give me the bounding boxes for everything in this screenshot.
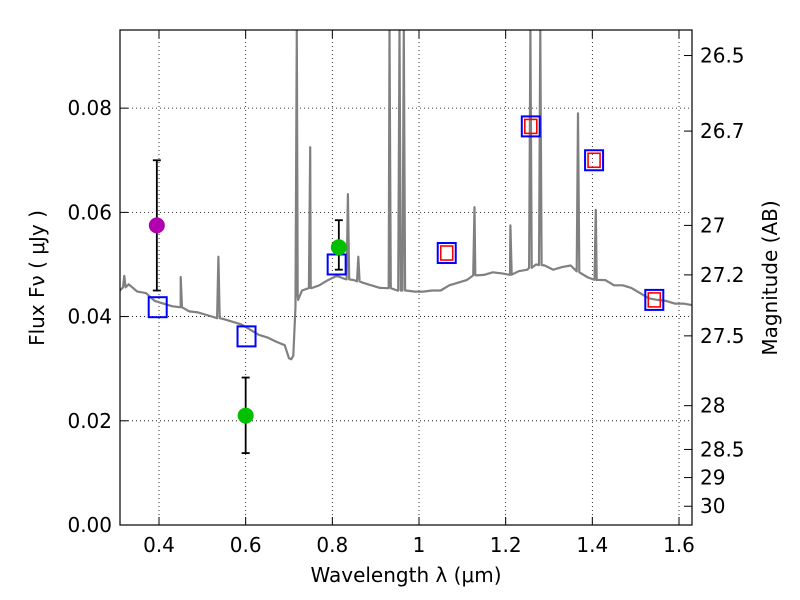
blue-square-marker	[436, 242, 457, 265]
blue-square-marker	[520, 115, 541, 138]
y-tick-label: 0.06	[67, 200, 112, 224]
spectrum-layer	[120, 30, 692, 361]
magnitude-tick-label: 26.5	[700, 44, 745, 68]
y-tick-label: 0.08	[67, 96, 112, 120]
x-tick-label: 1.4	[576, 533, 608, 557]
blue-square-marker	[147, 296, 168, 319]
spectrum-line	[120, 30, 692, 361]
plot-frame	[119, 29, 693, 526]
marker-layer	[147, 115, 665, 454]
magnitude-tick-label: 27.5	[700, 324, 745, 348]
magnitude-tick-label: 28.5	[700, 437, 745, 461]
y-tick-label: 0.02	[67, 409, 112, 433]
x-tick-label: 0.8	[316, 533, 348, 557]
red-square-marker	[587, 152, 601, 169]
magnitude-tick-label: 28	[700, 394, 725, 418]
blue-square-marker	[644, 288, 665, 311]
tick-layer: 0.4 0.6 0.8 1 1.2 1.4 1.6 0.00 0.02 0.04 0.06 0.08 2…	[67, 30, 745, 557]
x-tick-label: 1.2	[490, 533, 522, 557]
magnitude-tick-label: 27	[700, 213, 725, 237]
y-tick-label: 0.00	[67, 513, 112, 537]
blue-square-marker	[236, 325, 257, 348]
green-point-0.6	[237, 407, 254, 424]
green-point-0.81	[330, 239, 347, 256]
x-tick-label: 0.6	[230, 533, 262, 557]
y-axis-label-right: Magnitude (AB)	[758, 200, 782, 355]
y-tick-label: 0.04	[67, 305, 112, 329]
magnitude-tick-label: 30	[700, 494, 725, 518]
magnitude-tick-label: 26.7	[700, 119, 745, 143]
magnitude-tick-label: 27.2	[700, 263, 745, 287]
magnitude-tick-label: 29	[700, 466, 725, 490]
red-square-marker	[523, 118, 538, 135]
y-axis-label-left: Flux Fν ( μJy )	[25, 210, 49, 346]
x-tick-label: 1	[413, 533, 426, 557]
red-square-marker	[439, 245, 454, 261]
blue-square-marker	[584, 149, 605, 172]
x-tick-label: 0.4	[143, 533, 175, 557]
red-square-marker	[647, 292, 662, 308]
x-axis-label: Wavelength λ (μm)	[310, 563, 501, 587]
magenta-point	[148, 217, 165, 234]
x-tick-label: 1.6	[663, 533, 695, 557]
